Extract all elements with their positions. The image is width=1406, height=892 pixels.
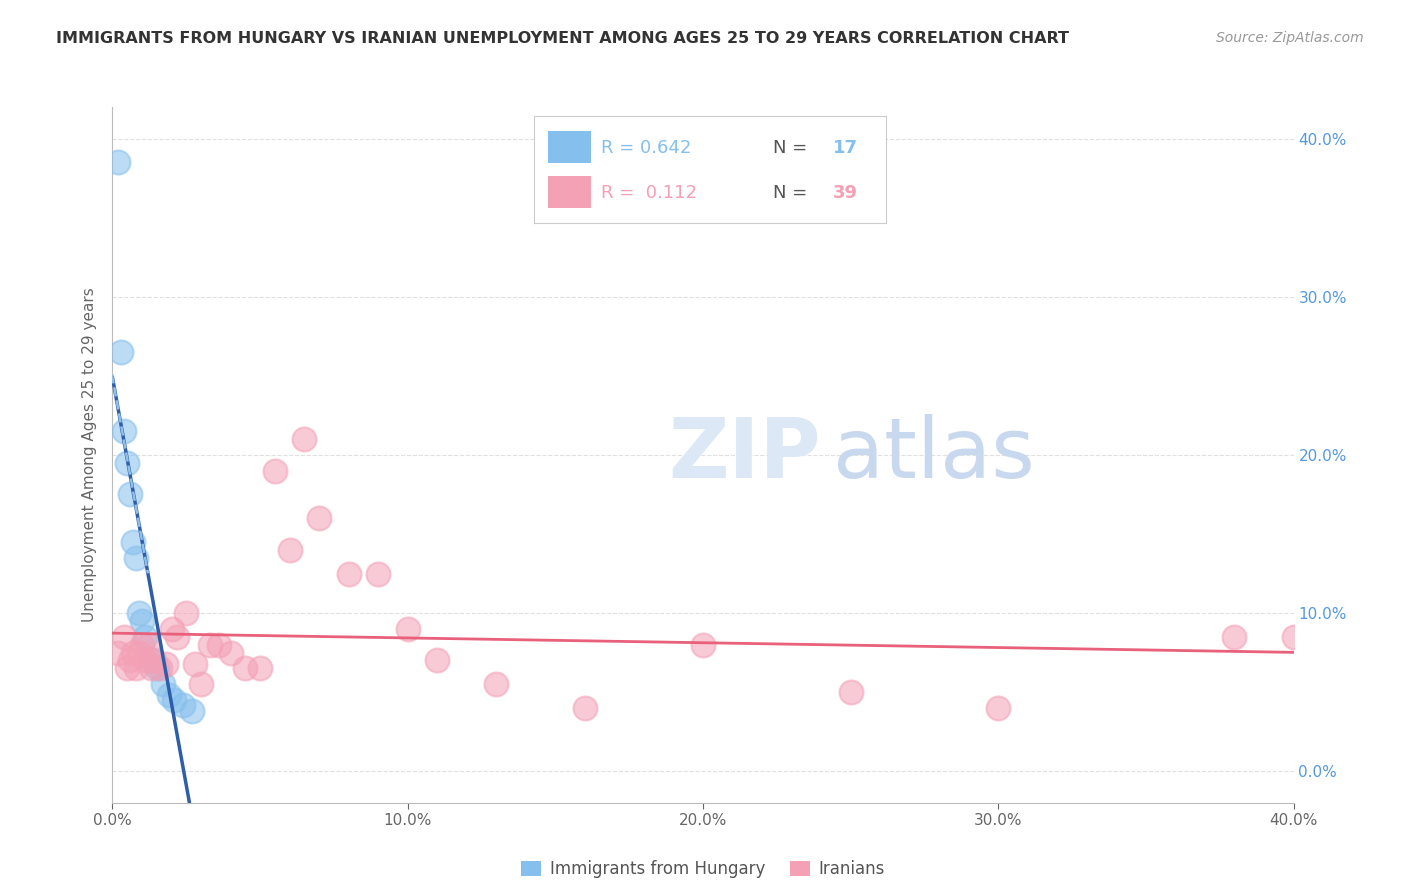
Point [139, 661, 162, 675]
Text: IMMIGRANTS FROM HUNGARY VS IRANIAN UNEMPLOYMENT AMONG AGES 25 TO 29 YEARS CORREL: IMMIGRANTS FROM HUNGARY VS IRANIAN UNEMP… [56, 31, 1069, 46]
Point [249, 661, 271, 675]
Point [208, 638, 231, 652]
Point [139, 653, 162, 667]
Point [125, 550, 148, 565]
Point [485, 677, 508, 691]
Point [149, 661, 172, 675]
Point [219, 646, 242, 660]
Point [131, 638, 153, 652]
Point [125, 661, 148, 675]
Point [839, 685, 862, 699]
Point [122, 534, 145, 549]
Point [131, 614, 153, 628]
Point [160, 622, 183, 636]
Point [142, 653, 165, 667]
Point [264, 464, 287, 478]
Text: R =  0.112: R = 0.112 [602, 184, 697, 202]
Point [190, 677, 212, 691]
Point [146, 661, 169, 675]
Point [152, 677, 174, 691]
Point [136, 638, 159, 652]
Point [107, 646, 129, 660]
Text: N =: N = [773, 184, 813, 202]
Point [308, 511, 330, 525]
Point [426, 653, 449, 667]
Point [184, 657, 207, 671]
Point [163, 693, 186, 707]
Point [117, 456, 138, 470]
Point [692, 638, 714, 652]
Text: ZIP: ZIP [669, 415, 821, 495]
Point [292, 432, 315, 446]
Text: Source: ZipAtlas.com: Source: ZipAtlas.com [1216, 31, 1364, 45]
Point [120, 653, 142, 667]
Point [181, 704, 204, 718]
Bar [548, 131, 591, 163]
Point [134, 653, 156, 667]
Point [117, 661, 138, 675]
Point [174, 606, 197, 620]
Point [233, 661, 256, 675]
Point [120, 487, 142, 501]
Point [574, 701, 596, 715]
Point [112, 424, 135, 438]
Point [278, 542, 301, 557]
Point [987, 701, 1010, 715]
Text: N =: N = [773, 139, 813, 157]
Point [107, 155, 129, 169]
Point [337, 566, 360, 581]
Legend: Immigrants from Hungary, Iranians: Immigrants from Hungary, Iranians [515, 854, 891, 885]
Point [396, 622, 419, 636]
Point [1223, 630, 1246, 644]
Point [128, 646, 150, 660]
Point [112, 630, 135, 644]
Text: atlas: atlas [832, 415, 1035, 495]
Point [157, 688, 180, 702]
Point [155, 657, 177, 671]
Point [166, 630, 188, 644]
Text: 39: 39 [832, 184, 858, 202]
Y-axis label: Unemployment Among Ages 25 to 29 years: Unemployment Among Ages 25 to 29 years [82, 287, 97, 623]
Point [110, 345, 132, 359]
Point [122, 646, 145, 660]
Text: 17: 17 [832, 139, 858, 157]
Point [128, 606, 150, 620]
Point [367, 566, 389, 581]
Bar [548, 176, 591, 208]
Point [172, 698, 194, 712]
Text: R = 0.642: R = 0.642 [602, 139, 692, 157]
Point [1282, 630, 1305, 644]
Point [134, 630, 156, 644]
Point [198, 638, 221, 652]
